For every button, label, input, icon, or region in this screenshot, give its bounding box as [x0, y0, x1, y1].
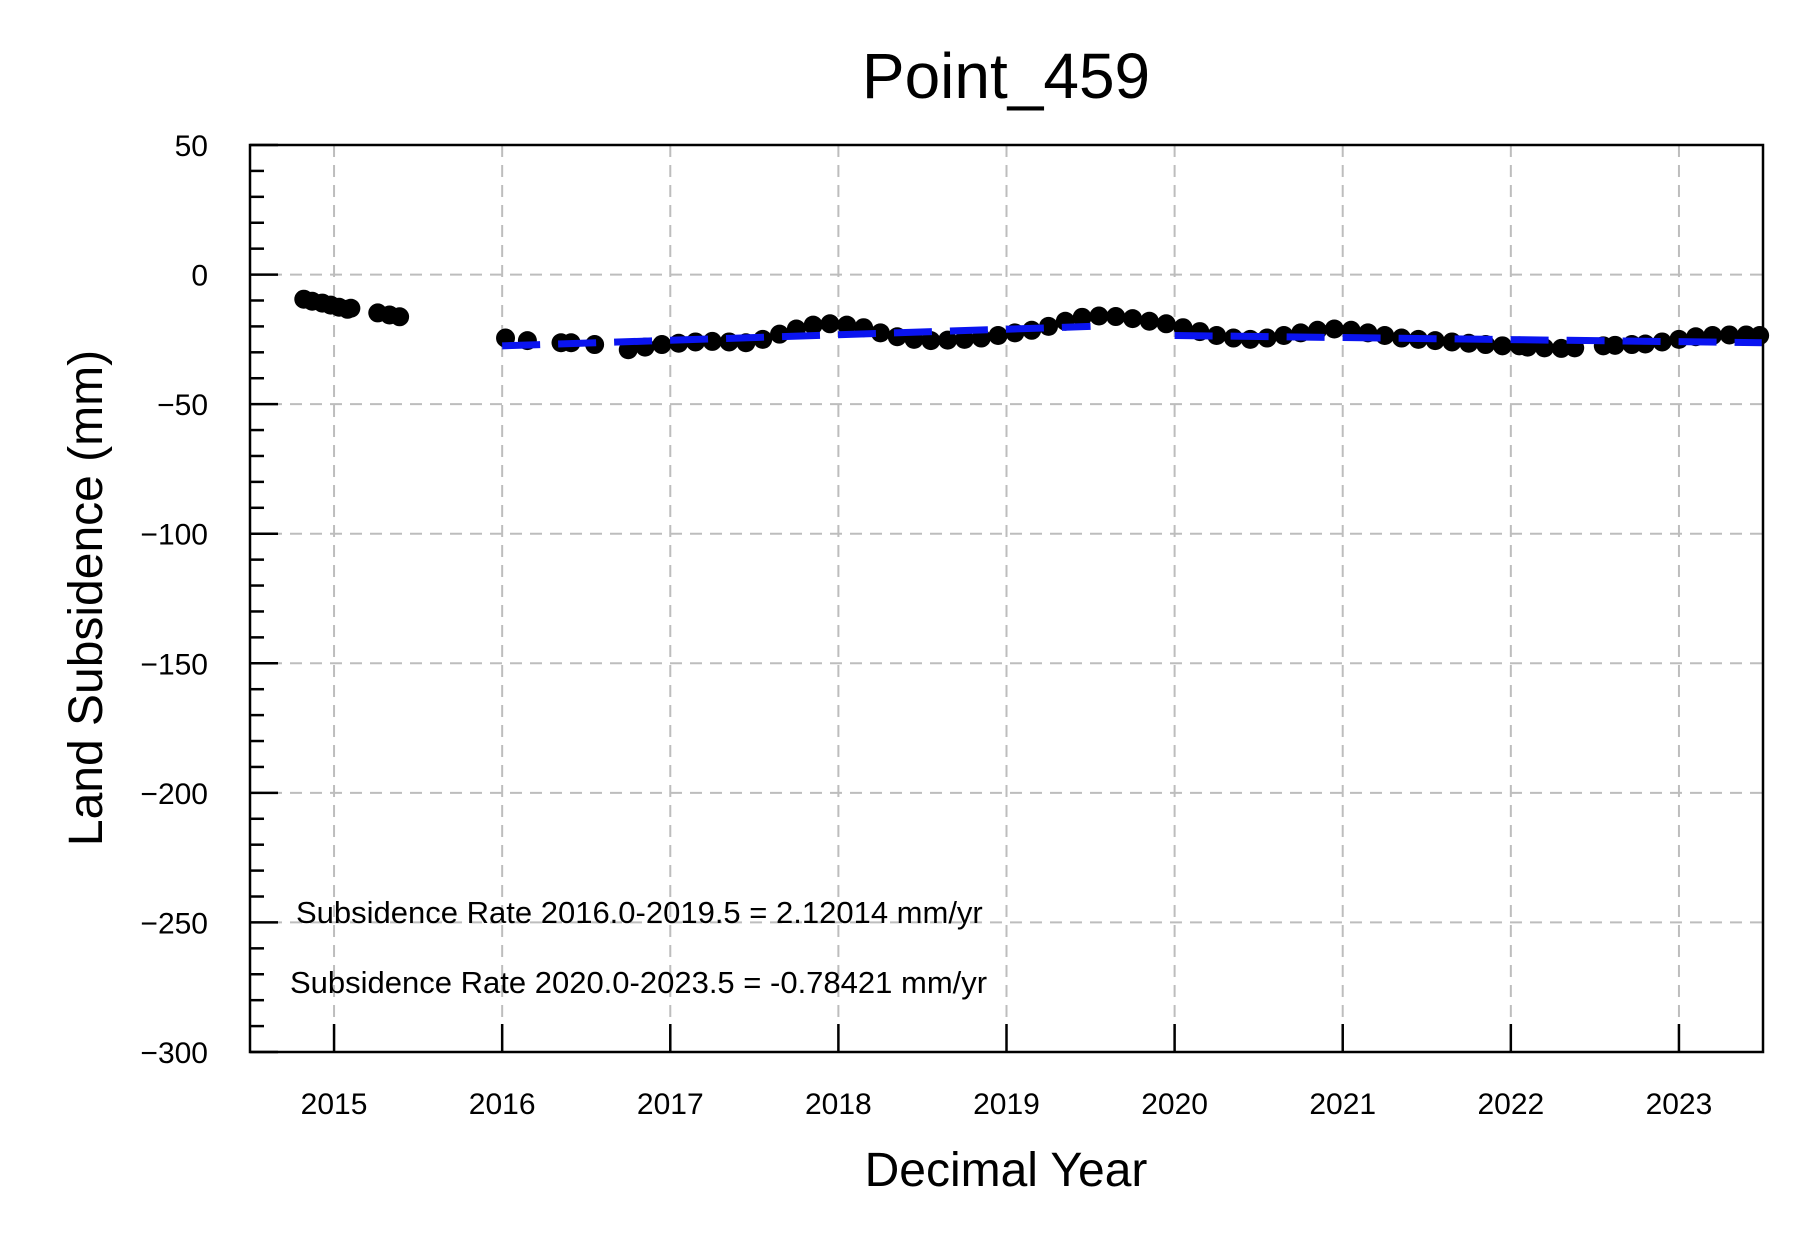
y-tick-label: −250	[140, 907, 208, 940]
y-tick-label: 0	[191, 260, 208, 293]
data-point	[1324, 319, 1344, 339]
data-point	[652, 335, 672, 355]
chart-title: Point_459	[862, 40, 1150, 112]
data-point	[1089, 306, 1109, 326]
data-point	[1072, 307, 1092, 327]
trend-line	[502, 322, 1091, 350]
data-point	[938, 330, 958, 350]
data-point	[820, 314, 840, 334]
data-point	[1156, 314, 1176, 334]
data-point	[1492, 336, 1512, 356]
data-point	[837, 315, 857, 335]
y-tick-label: −100	[140, 519, 208, 552]
x-tick-label: 2022	[1477, 1088, 1544, 1121]
y-tick-label: −300	[140, 1037, 208, 1070]
x-tick-label: 2020	[1141, 1088, 1208, 1121]
data-point	[870, 323, 890, 343]
x-tick-label: 2018	[805, 1088, 872, 1121]
data-point	[954, 329, 974, 349]
trend-lines	[502, 322, 1764, 350]
data-point	[803, 315, 823, 335]
data-point	[1605, 335, 1625, 355]
data-point	[390, 307, 410, 327]
data-point	[1719, 325, 1739, 345]
x-axis-label: Decimal Year	[865, 1144, 1148, 1197]
x-tick-label: 2021	[1309, 1088, 1376, 1121]
data-point	[1207, 325, 1227, 345]
y-tick-label: −150	[140, 648, 208, 681]
grid-layer	[250, 145, 1763, 1052]
y-tick-label: 50	[175, 130, 208, 163]
x-tick-label: 2019	[973, 1088, 1040, 1121]
data-point	[1652, 332, 1672, 352]
data-point	[1551, 338, 1571, 358]
y-axis-label: Land Subsidence (mm)	[60, 350, 113, 846]
x-tick-label: 2017	[637, 1088, 704, 1121]
annotation-rate-1: Subsidence Rate 2016.0-2019.5 = 2.12014 …	[296, 895, 983, 930]
data-point	[1139, 311, 1159, 331]
annotation-rate-2: Subsidence Rate 2020.0-2023.5 = -0.78421…	[290, 965, 987, 1000]
tick-layer: 2015 2016 2017 2018 2019 2020 2021 2022 2023 50 0 −…	[140, 130, 1712, 1121]
trend-line	[1174, 331, 1764, 347]
data-point	[1123, 309, 1143, 329]
y-tick-label: −200	[140, 778, 208, 811]
data-point	[1106, 307, 1126, 327]
y-tick-label: −50	[157, 389, 208, 422]
x-tick-label: 2016	[469, 1088, 536, 1121]
data-point	[921, 331, 941, 351]
x-tick-label: 2023	[1646, 1088, 1713, 1121]
data-point	[341, 298, 361, 318]
x-tick-label: 2015	[301, 1088, 368, 1121]
data-point	[988, 325, 1008, 345]
plot-frame	[248, 143, 1765, 1054]
